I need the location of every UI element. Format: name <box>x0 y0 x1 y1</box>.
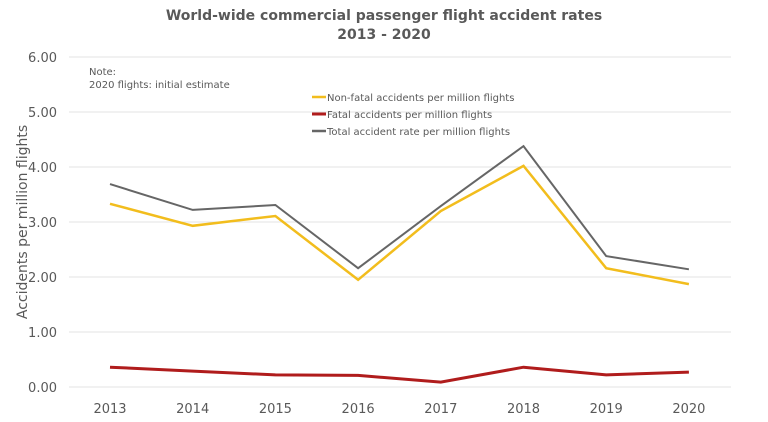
x-tick-label: 2017 <box>424 402 457 417</box>
series-fatal-accidents-per-million-flights <box>109 365 689 384</box>
note-line-2: 2020 flights: initial estimate <box>89 80 230 91</box>
x-tick-label: 2019 <box>590 402 623 417</box>
legend-item: Non-fatal accidents per million flights <box>312 93 514 104</box>
y-tick-label: 1.00 <box>28 326 57 341</box>
x-tick-label: 2014 <box>176 402 209 417</box>
chart-subtitle: 2013 - 2020 <box>337 27 431 43</box>
y-tick-label: 6.00 <box>28 51 57 66</box>
x-tick-label: 2016 <box>342 402 375 417</box>
legend-item: Total accident rate per million flights <box>312 127 510 138</box>
x-tick-label: 2018 <box>507 402 540 417</box>
chart-title: World-wide commercial passenger flight a… <box>166 8 602 24</box>
y-tick-label: 4.00 <box>28 161 57 176</box>
x-axis-ticks: 2013 2014 2015 2016 2017 2018 2019 2020 <box>93 402 705 417</box>
legend-label: Total accident rate per million flights <box>326 127 510 138</box>
series-non-fatal-accidents-per-million-flights <box>109 164 690 286</box>
series-line <box>109 164 690 286</box>
y-tick-label: 3.00 <box>28 216 57 231</box>
y-tick-label: 5.00 <box>28 106 57 121</box>
y-tick-label: 0.00 <box>28 381 57 396</box>
series-line <box>109 365 689 384</box>
series-total-accident-rate-per-million-flights <box>109 144 690 271</box>
note-line-1: Note: <box>89 67 116 78</box>
series-lines <box>109 144 690 384</box>
legend-label: Fatal accidents per million flights <box>327 110 492 121</box>
legend: Non-fatal accidents per million flights F… <box>312 93 514 138</box>
series-line <box>109 144 690 271</box>
x-tick-label: 2015 <box>259 402 292 417</box>
legend-item: Fatal accidents per million flights <box>312 110 492 121</box>
y-axis-ticks: 0.00 1.00 2.00 3.00 4.00 5.00 6.00 <box>28 51 57 396</box>
y-axis-label: Accidents per million flights <box>15 125 31 319</box>
y-tick-label: 2.00 <box>28 271 57 286</box>
x-tick-label: 2020 <box>672 402 705 417</box>
legend-label: Non-fatal accidents per million flights <box>327 93 514 104</box>
gridlines <box>69 56 731 388</box>
x-tick-label: 2013 <box>93 402 126 417</box>
